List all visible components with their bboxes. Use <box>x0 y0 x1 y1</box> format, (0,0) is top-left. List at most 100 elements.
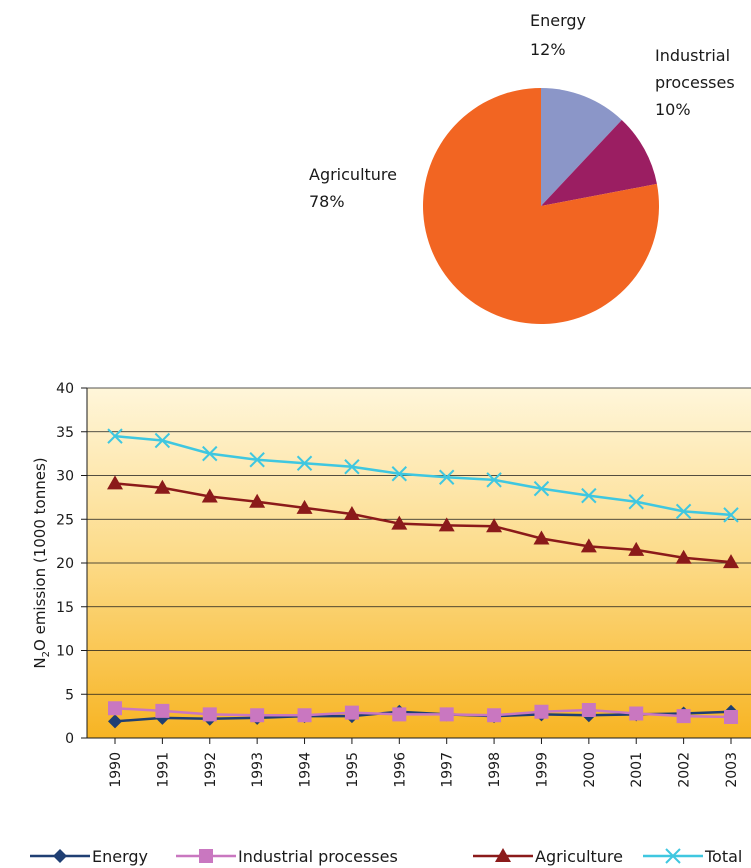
data-point-energy <box>108 714 122 729</box>
x-tick-label: 2003 <box>724 752 740 788</box>
legend-swatch-marker <box>53 849 67 863</box>
pie-slice-agriculture <box>423 88 659 324</box>
data-point-agriculture <box>580 538 597 553</box>
y-tick-label: 40 <box>56 381 74 397</box>
series-line-industrial-processes <box>114 707 732 719</box>
pie-label-energy: Energy <box>530 11 586 30</box>
data-point-agriculture <box>533 530 550 545</box>
data-point-agriculture <box>486 518 503 533</box>
x-tick-label: 1991 <box>155 752 171 788</box>
y-tick-label: 10 <box>56 644 74 660</box>
data-point-industrial-processes <box>392 707 407 722</box>
legend-item-industrial-processes: Industrial processes <box>176 847 398 866</box>
data-point-industrial-processes <box>724 710 738 724</box>
data-point-industrial-processes <box>344 705 359 720</box>
data-point-total <box>486 472 502 488</box>
pie-slice-industrial-processes <box>541 119 657 206</box>
data-point-industrial-processes <box>487 708 502 723</box>
data-point-total <box>438 469 455 485</box>
data-point-total <box>154 432 171 449</box>
x-tick-label: 1995 <box>345 752 361 788</box>
x-tick-label: 1990 <box>108 752 124 788</box>
axes <box>81 387 751 744</box>
legend-label: Agriculture <box>535 847 623 866</box>
data-point-agriculture <box>438 517 455 532</box>
pie-labels: Energy 12% Industrial processes 10% Agri… <box>309 11 735 211</box>
data-point-total <box>723 507 739 523</box>
data-point-industrial-processes <box>629 706 644 721</box>
data-point-agriculture <box>249 493 266 508</box>
legend-item-energy: Energy <box>30 847 148 866</box>
legend-label: Energy <box>92 847 148 866</box>
legend-swatch-marker <box>495 848 511 862</box>
pie-label-industrial-line1: Industrial <box>655 46 730 65</box>
data-point-agriculture <box>107 475 123 490</box>
pie-chart <box>423 88 659 324</box>
legend-label: Industrial processes <box>238 847 398 866</box>
x-tick-label: 1996 <box>392 752 408 788</box>
data-point-total <box>202 445 218 462</box>
y-tick-label: 0 <box>65 731 74 747</box>
y-tick-labels: 0 5 10 15 20 25 30 35 40 <box>56 381 74 747</box>
series-line-total <box>114 434 732 517</box>
data-point-industrial-processes <box>581 703 596 717</box>
x-tick-label: 2001 <box>629 752 645 788</box>
pie-value-agriculture: 78% <box>309 192 345 211</box>
data-point-total <box>533 480 550 497</box>
data-point-total <box>675 503 692 520</box>
data-point-industrial-processes <box>297 708 312 723</box>
x-tick-label: 2002 <box>677 752 693 788</box>
x-tick-label: 2000 <box>582 752 598 788</box>
legend-item-total: Total <box>643 847 742 866</box>
y-axis-label: N2O emission (1000 tonnes) <box>31 457 52 668</box>
x-tick-label: 1997 <box>440 752 456 788</box>
data-point-total <box>581 487 597 504</box>
legend-swatch-marker <box>665 848 681 864</box>
data-point-agriculture <box>296 499 313 514</box>
series-lines <box>107 428 739 729</box>
legend-swatch-marker <box>199 849 213 863</box>
y-tick-label: 25 <box>56 512 74 528</box>
data-point-industrial-processes <box>155 703 170 718</box>
y-tick-label: 30 <box>56 469 74 485</box>
pie-slice-energy <box>541 88 622 206</box>
data-point-industrial-processes <box>202 707 217 722</box>
data-point-total <box>107 428 123 444</box>
data-point-total <box>344 459 360 475</box>
data-point-industrial-processes <box>439 707 454 722</box>
x-tick-label: 1994 <box>298 752 314 788</box>
x-tick-label: 1998 <box>487 752 503 788</box>
legend: Energy Industrial processes Agriculture Tot… <box>30 847 742 866</box>
y-tick-label: 5 <box>65 687 74 703</box>
pie-label-industrial-line2: processes <box>655 73 735 92</box>
data-point-agriculture <box>154 479 171 494</box>
data-point-total <box>391 466 408 482</box>
pie-label-agriculture: Agriculture <box>309 165 397 184</box>
y-tick-label: 35 <box>56 425 74 441</box>
x-tick-label: 1999 <box>534 752 550 788</box>
x-tick-label: 1993 <box>250 752 266 788</box>
y-tick-label: 15 <box>56 600 74 616</box>
data-point-agriculture <box>343 506 360 520</box>
legend-label: Total <box>704 847 742 866</box>
data-point-total <box>249 452 265 468</box>
y-tick-label: 20 <box>56 556 74 572</box>
pie-value-industrial: 10% <box>655 100 691 119</box>
data-point-agriculture <box>628 541 645 556</box>
pie-value-energy: 12% <box>530 40 566 59</box>
data-point-agriculture <box>723 554 739 569</box>
data-point-industrial-processes <box>250 708 265 723</box>
data-point-agriculture <box>201 488 218 503</box>
data-point-industrial-processes <box>108 701 122 716</box>
series-line-energy <box>114 710 732 723</box>
legend-item-agriculture: Agriculture <box>473 847 623 866</box>
x-tick-label: 1992 <box>203 752 219 788</box>
data-point-agriculture <box>391 515 408 530</box>
data-point-agriculture <box>675 549 692 564</box>
data-point-industrial-processes <box>676 709 691 724</box>
x-tick-labels: 1990 1991 1992 1993 1994 1995 1996 1997 1998 1999… <box>108 752 740 788</box>
data-point-industrial-processes <box>534 704 549 719</box>
data-point-total <box>296 455 313 471</box>
data-point-total <box>628 494 644 510</box>
